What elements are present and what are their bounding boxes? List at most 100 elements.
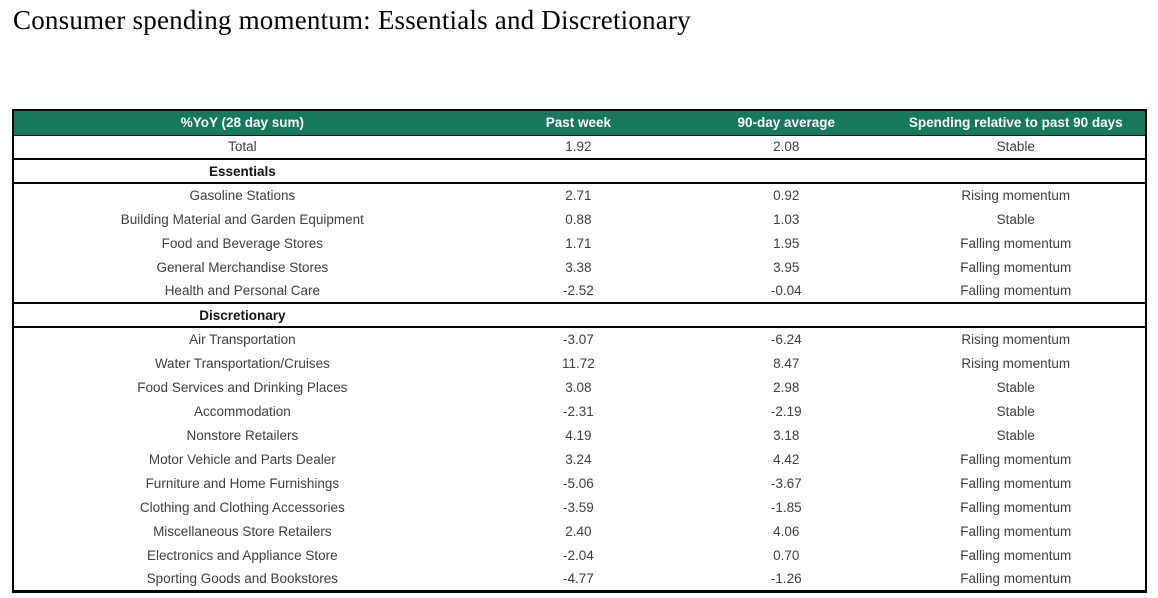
table-row: Total 1.92 2.08 Stable (13, 135, 1146, 160)
section-cell (470, 158, 686, 184)
avg-90-value: 0.92 (685, 183, 887, 207)
col-header-past-week: Past week (470, 110, 686, 136)
avg-90-value: 4.42 (685, 447, 887, 471)
status-cell: Stable (886, 375, 1146, 399)
past-week-value: -3.07 (470, 327, 686, 351)
row-label: Food Services and Drinking Places (13, 375, 471, 399)
table-row: Air Transportation -3.07 -6.24 Rising momen… (13, 327, 1146, 351)
row-label: Total (13, 135, 471, 160)
table-row: Motor Vehicle and Parts Dealer 3.24 4.42 Fa… (13, 447, 1146, 471)
row-label: Sporting Goods and Bookstores (13, 567, 471, 591)
table-row: Nonstore Retailers 4.19 3.18 Stable (13, 423, 1146, 447)
row-label: Water Transportation/Cruises (13, 351, 471, 375)
table-row: Water Transportation/Cruises 11.72 8.47 Ris… (13, 351, 1146, 375)
past-week-value: -2.31 (470, 399, 686, 423)
past-week-value: 3.24 (470, 447, 686, 471)
status-cell: Falling momentum (886, 231, 1146, 255)
status-cell: Rising momentum (886, 183, 1146, 207)
table-row: Electronics and Appliance Store -2.04 0.70… (13, 543, 1146, 567)
past-week-value: -2.04 (470, 543, 686, 567)
table-row: General Merchandise Stores 3.38 3.95 Fallin… (13, 255, 1146, 279)
avg-90-value: 3.95 (685, 255, 887, 279)
past-week-value: 1.92 (470, 135, 686, 160)
row-label: Food and Beverage Stores (13, 231, 471, 255)
past-week-value: 2.71 (470, 183, 686, 207)
section-row: Discretionary (13, 302, 1146, 328)
avg-90-value: -1.26 (685, 567, 887, 591)
table-row: Sporting Goods and Bookstores -4.77 -1.26 F… (13, 567, 1146, 591)
past-week-value: 3.08 (470, 375, 686, 399)
table-row: Health and Personal Care -2.52 -0.04 Fallin… (13, 279, 1146, 303)
section-label: Essentials (13, 158, 471, 184)
row-label: Nonstore Retailers (13, 423, 471, 447)
section-row: Essentials (13, 158, 1146, 184)
table-row: Food Services and Drinking Places 3.08 2.9… (13, 375, 1146, 399)
avg-90-value: -1.85 (685, 495, 887, 519)
section-cell (685, 302, 887, 328)
avg-90-value: -2.19 (685, 399, 887, 423)
avg-90-value: 8.47 (685, 351, 887, 375)
section-label: Discretionary (13, 302, 471, 328)
table-row: Food and Beverage Stores 1.71 1.95 Falling … (13, 231, 1146, 255)
table-header-row: %YoY (28 day sum) Past week 90-day avera… (13, 110, 1146, 136)
row-label: General Merchandise Stores (13, 255, 471, 279)
table-row: Furniture and Home Furnishings -5.06 -3.67… (13, 471, 1146, 495)
past-week-value: 3.38 (470, 255, 686, 279)
status-cell: Stable (886, 423, 1146, 447)
row-label: Gasoline Stations (13, 183, 471, 207)
status-cell: Falling momentum (886, 279, 1146, 303)
col-header-status: Spending relative to past 90 days (886, 110, 1146, 136)
col-header-90day-average: 90-day average (685, 110, 887, 136)
row-label: Health and Personal Care (13, 279, 471, 303)
past-week-value: -4.77 (470, 567, 686, 591)
table-row: Gasoline Stations 2.71 0.92 Rising momentum (13, 183, 1146, 207)
table-row: Miscellaneous Store Retailers 2.40 4.06 Fal… (13, 519, 1146, 543)
avg-90-value: 0.70 (685, 543, 887, 567)
status-cell: Stable (886, 135, 1146, 160)
table-row: Building Material and Garden Equipment 0.… (13, 207, 1146, 231)
row-label: Miscellaneous Store Retailers (13, 519, 471, 543)
status-cell: Falling momentum (886, 519, 1146, 543)
avg-90-value: 4.06 (685, 519, 887, 543)
avg-90-value: -6.24 (685, 327, 887, 351)
status-cell: Stable (886, 207, 1146, 231)
past-week-value: 0.88 (470, 207, 686, 231)
avg-90-value: 2.98 (685, 375, 887, 399)
row-label: Air Transportation (13, 327, 471, 351)
status-cell: Falling momentum (886, 495, 1146, 519)
status-cell: Rising momentum (886, 351, 1146, 375)
avg-90-value: -3.67 (685, 471, 887, 495)
table-row: Clothing and Clothing Accessories -3.59 -1… (13, 495, 1146, 519)
past-week-value: -5.06 (470, 471, 686, 495)
avg-90-value: 1.95 (685, 231, 887, 255)
past-week-value: -2.52 (470, 279, 686, 303)
past-week-value: 1.71 (470, 231, 686, 255)
status-cell: Falling momentum (886, 471, 1146, 495)
row-label: Accommodation (13, 399, 471, 423)
past-week-value: 2.40 (470, 519, 686, 543)
row-label: Motor Vehicle and Parts Dealer (13, 447, 471, 471)
avg-90-value: 1.03 (685, 207, 887, 231)
avg-90-value: 2.08 (685, 135, 887, 160)
past-week-value: -3.59 (470, 495, 686, 519)
table-body: Total 1.92 2.08 Stable Essentials Gasoline St… (13, 135, 1146, 591)
past-week-value: 11.72 (470, 351, 686, 375)
past-week-value: 4.19 (470, 423, 686, 447)
page-title: Consumer spending momentum: Essentials a… (13, 5, 691, 35)
section-cell (886, 302, 1146, 328)
section-cell (685, 158, 887, 184)
section-cell (470, 302, 686, 328)
status-cell: Falling momentum (886, 447, 1146, 471)
row-label: Clothing and Clothing Accessories (13, 495, 471, 519)
status-cell: Falling momentum (886, 567, 1146, 591)
row-label: Furniture and Home Furnishings (13, 471, 471, 495)
col-header-category: %YoY (28 day sum) (13, 110, 471, 136)
row-label: Building Material and Garden Equipment (13, 207, 471, 231)
avg-90-value: -0.04 (685, 279, 887, 303)
row-label: Electronics and Appliance Store (13, 543, 471, 567)
spending-momentum-table: %YoY (28 day sum) Past week 90-day avera… (12, 109, 1147, 593)
section-cell (886, 158, 1146, 184)
status-cell: Falling momentum (886, 255, 1146, 279)
avg-90-value: 3.18 (685, 423, 887, 447)
